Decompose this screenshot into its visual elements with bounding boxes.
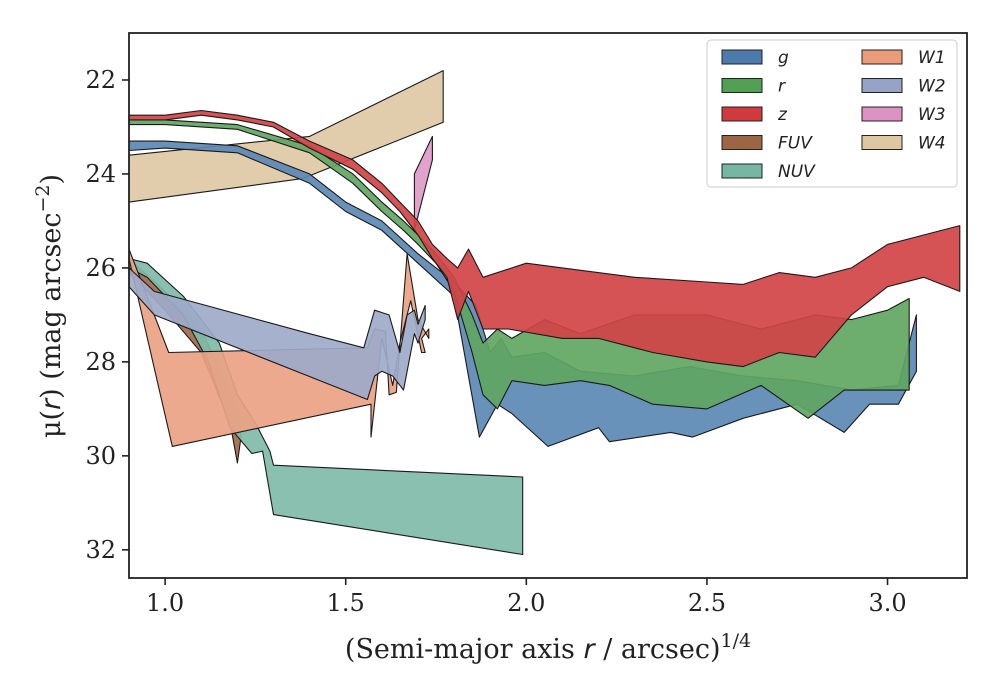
y-axis-label: μ(r) (mag arcsec−2) bbox=[32, 174, 67, 438]
bands-layer bbox=[128, 70, 961, 556]
legend-label-w1: W1 bbox=[918, 48, 946, 68]
axes-layer: 1.0 1.5 2.0 2.5 3.0 22 24 26 28 30 32 bbox=[85, 32, 968, 617]
legend-swatch-w3 bbox=[861, 106, 903, 122]
y-tick-label: 28 bbox=[85, 348, 116, 376]
band-w3 bbox=[413, 135, 433, 231]
legend-swatch-w1 bbox=[861, 49, 903, 65]
x-tick-label: 1.0 bbox=[146, 589, 184, 617]
legend-label-fuv: FUV bbox=[778, 134, 813, 154]
legend-swatch-w4 bbox=[861, 135, 903, 150]
y-tick-label: 32 bbox=[85, 536, 116, 564]
legend: grz FUV NUV W1 W2 W3 W4 bbox=[706, 39, 958, 188]
x-axis-label: (Semi-major axis r / arcsec)1/4 bbox=[345, 630, 751, 665]
plot-frame bbox=[128, 32, 968, 579]
legend-swatch-r bbox=[721, 78, 763, 93]
y-tick-label: 26 bbox=[85, 254, 116, 282]
band-z bbox=[128, 109, 961, 368]
legend-swatch-nuv bbox=[721, 163, 763, 179]
legend-label-z: z bbox=[777, 105, 788, 125]
band-w4 bbox=[128, 70, 444, 203]
x-tick-label: 3.0 bbox=[868, 589, 906, 617]
legend-label-nuv: NUV bbox=[778, 162, 816, 182]
y-tick-label: 22 bbox=[85, 66, 116, 94]
legend-label-g: g bbox=[778, 48, 789, 68]
x-tick-label: 2.5 bbox=[688, 589, 726, 617]
legend-swatch-g bbox=[721, 49, 763, 65]
y-tick-label: 30 bbox=[85, 442, 116, 470]
legend-swatch-w2 bbox=[861, 78, 903, 93]
legend-label-w4: W4 bbox=[918, 134, 946, 154]
legend-label-r: r bbox=[778, 77, 786, 97]
band-w2 bbox=[128, 267, 426, 401]
legend-swatch-fuv bbox=[721, 135, 763, 150]
x-tick-label: 2.0 bbox=[507, 589, 545, 617]
x-tick-label: 1.5 bbox=[327, 589, 365, 617]
legend-box bbox=[706, 39, 958, 188]
y-tick-label: 24 bbox=[85, 160, 116, 188]
legend-label-w2: W2 bbox=[918, 77, 946, 97]
legend-swatch-z bbox=[721, 106, 763, 122]
legend-label-w3: W3 bbox=[918, 105, 946, 125]
